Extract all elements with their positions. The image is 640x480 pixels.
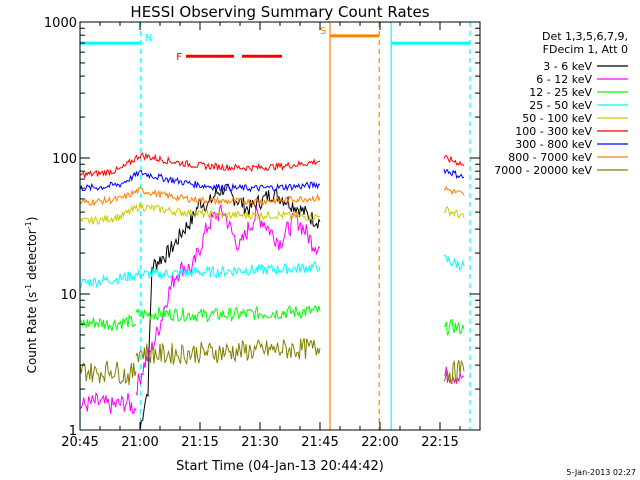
flag-label: N — [145, 33, 152, 44]
series-line — [135, 338, 321, 365]
series-9 — [80, 338, 465, 386]
x-tick-label: 22:15 — [421, 435, 458, 450]
generated-timestamp: 5-Jan-2013 02:27 — [566, 468, 636, 477]
series-line — [80, 261, 321, 289]
ylabel-main: Count Rate (s — [25, 292, 39, 374]
series-line — [443, 254, 465, 271]
legend-header-2: FDecim 1, Att 0 — [543, 43, 628, 56]
series-line — [443, 206, 465, 220]
legend-header-1: Det 1,3,5,6,7,9, — [542, 30, 628, 43]
legend-item-label: 25 - 50 keV — [529, 99, 592, 112]
series-8 — [80, 185, 465, 207]
y-axis-label: Count Rate (s-1 detector-1) — [24, 217, 39, 374]
legend: Det 1,3,5,6,7,9, FDecim 1, Att 0 3 - 6 k… — [494, 30, 628, 177]
x-tick-label: 21:00 — [121, 435, 158, 450]
x-tick-label: 20:45 — [61, 435, 98, 450]
y-tick-label: 1000 — [44, 16, 77, 31]
svg-text:Count Rate (s-1 detector-1): Count Rate (s-1 detector-1) — [24, 217, 39, 374]
legend-item-label: 100 - 300 keV — [515, 125, 592, 138]
x-tick-label: 21:45 — [301, 435, 338, 450]
flag-label: F — [176, 52, 182, 63]
legend-item-label: 7000 - 20000 keV — [494, 164, 592, 177]
plot-frame — [79, 21, 481, 431]
legend-item-label: 50 - 100 keV — [522, 112, 592, 125]
ylabel-mid: detector — [25, 229, 39, 284]
x-tick-label: 21:30 — [241, 435, 278, 450]
ylabel-end: ) — [25, 217, 39, 222]
y-tick-label: 1 — [69, 424, 77, 439]
x-axis-label: Start Time (04-Jan-13 20:44:42) — [176, 459, 384, 474]
y-tick-label: 100 — [52, 152, 77, 167]
series-6 — [80, 152, 465, 179]
series-line — [443, 185, 465, 196]
series-line — [80, 152, 321, 179]
series-line — [80, 186, 321, 207]
x-tick-label: 22:00 — [361, 435, 398, 450]
chart-title: HESSI Observing Summary Count Rates — [130, 3, 429, 21]
ylabel-sup2: -1 — [24, 221, 33, 229]
series-5 — [80, 202, 465, 225]
series-line — [443, 168, 465, 180]
series-line — [80, 169, 321, 193]
series-line — [135, 204, 321, 397]
series-line — [80, 391, 137, 415]
series-line — [80, 313, 137, 332]
flag-label: S — [320, 26, 326, 37]
series-1 — [139, 183, 321, 430]
series-line — [443, 359, 465, 385]
series-line — [139, 183, 321, 430]
x-tick-label: 21:15 — [181, 435, 218, 450]
legend-item-label: 800 - 7000 keV — [508, 151, 592, 164]
series-line — [443, 318, 465, 337]
ylabel-sup1: -1 — [24, 284, 33, 292]
series-line — [443, 154, 465, 166]
legend-item-label: 6 - 12 keV — [536, 73, 592, 86]
series-4 — [80, 254, 465, 289]
series-2 — [80, 204, 465, 415]
legend-item-label: 12 - 25 keV — [529, 86, 592, 99]
series-7 — [80, 168, 465, 193]
series-line — [80, 360, 137, 386]
y-tick-label: 10 — [60, 288, 77, 303]
series-line — [80, 202, 321, 225]
plot-area: N F S 20:45 21:00 21:15 21:30 21:45 22:00 22:15 1… — [44, 16, 481, 450]
series-3 — [80, 304, 465, 337]
series-line — [135, 304, 321, 323]
legend-item-label: 300 - 800 keV — [515, 138, 592, 151]
legend-item-label: 3 - 6 keV — [543, 60, 592, 73]
